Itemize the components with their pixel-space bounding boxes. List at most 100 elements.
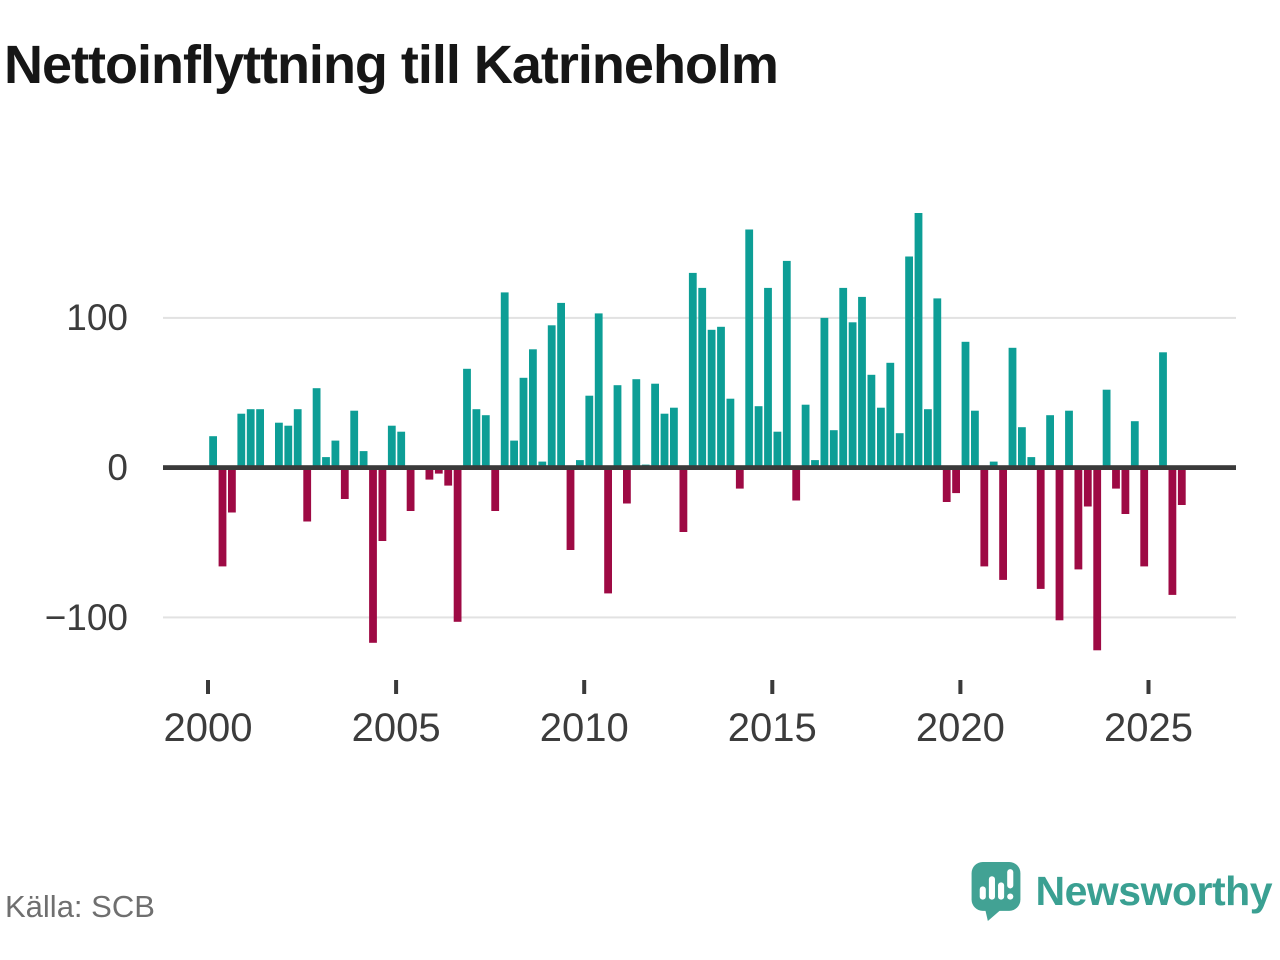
bar-2022-q3 — [1055, 467, 1064, 621]
bar-2006-q2 — [444, 467, 453, 486]
bar-2001-q2 — [256, 409, 264, 468]
bar-2011-q2 — [632, 379, 641, 468]
bar-2021-q1 — [999, 467, 1007, 580]
bar-2022-q4 — [1065, 410, 1073, 468]
bar-2015-q1 — [773, 431, 782, 468]
bar-2005-q4 — [425, 467, 434, 480]
bar-2002-q1 — [284, 425, 293, 468]
bar-2015-q2 — [782, 260, 791, 468]
bar-2024-q2 — [1121, 467, 1130, 514]
bar-2002-q2 — [293, 409, 302, 468]
bar-2022-q1 — [1036, 467, 1045, 589]
bar-2025-q3 — [1168, 467, 1177, 595]
bar-2008-q2 — [519, 377, 528, 468]
bar-2008-q1 — [510, 440, 518, 468]
bar-2001-q4 — [275, 422, 283, 468]
bar-2005-q2 — [406, 467, 415, 511]
bar-2008-q3 — [529, 349, 537, 468]
bar-2025-q2 — [1159, 352, 1167, 468]
bar-2025-q4 — [1177, 467, 1186, 505]
bar-2023-q4 — [1102, 389, 1111, 468]
x-tick-label-2015: 2015 — [728, 706, 817, 750]
bar-2007-q1 — [472, 409, 481, 468]
x-tick-2020 — [958, 680, 963, 694]
bar-2020-q4 — [989, 461, 998, 468]
bar-2003-q4 — [350, 410, 359, 468]
bar-2000-q2 — [218, 467, 227, 567]
bar-2012-q3 — [679, 467, 688, 532]
bar-2012-q4 — [688, 272, 697, 468]
bar-2008-q4 — [538, 461, 547, 468]
bar-2023-q2 — [1083, 467, 1092, 507]
bar-2014-q2 — [745, 229, 754, 468]
x-tick-2010 — [582, 680, 587, 694]
bar-2019-q4 — [952, 467, 960, 494]
x-tick-label-2020: 2020 — [916, 706, 1005, 750]
bar-2012-q2 — [670, 407, 678, 468]
bar-2007-q3 — [491, 467, 500, 511]
bar-2021-q2 — [1008, 347, 1017, 468]
bar-2003-q1 — [322, 457, 330, 468]
bar-2003-q2 — [331, 440, 340, 468]
bar-2007-q4 — [500, 292, 509, 468]
bar-2004-q2 — [369, 467, 377, 643]
bar-2021-q3 — [1018, 427, 1026, 468]
bar-2018-q3 — [905, 256, 913, 468]
x-tick-label-2000: 2000 — [164, 706, 253, 750]
x-tick-2000 — [206, 680, 210, 694]
newsworthy-brand: Newsworthy — [971, 862, 1273, 921]
bar-2017-q2 — [858, 296, 866, 468]
bar-2014-q1 — [735, 467, 744, 489]
source-note: Källa: SCB — [5, 889, 155, 924]
bar-2013-q1 — [698, 287, 707, 468]
bar-2002-q3 — [303, 467, 312, 522]
bar-2015-q4 — [801, 404, 810, 468]
bar-2015-q3 — [792, 467, 801, 501]
bar-2005-q1 — [397, 431, 406, 468]
bar-2010-q3 — [604, 467, 612, 594]
bar-2009-q3 — [566, 467, 575, 550]
y-axis-label-100: 100 — [66, 297, 128, 338]
x-tick-label-2005: 2005 — [352, 706, 441, 750]
bar-2016-q2 — [820, 317, 829, 468]
bar-2011-q1 — [623, 467, 631, 504]
bar-2013-q3 — [717, 326, 725, 468]
bar-2000-q1 — [209, 436, 217, 468]
bar-2018-q2 — [895, 433, 904, 468]
bar-2004-q1 — [359, 451, 368, 468]
bar-2002-q4 — [312, 388, 321, 468]
bar-2001-q1 — [246, 409, 255, 468]
bar-2018-q1 — [886, 362, 895, 468]
bar-2006-q1 — [434, 467, 443, 474]
bar-2024-q3 — [1130, 421, 1139, 468]
x-tick-2015 — [770, 680, 775, 694]
newsworthy-logo-icon — [971, 862, 1020, 921]
bar-2014-q3 — [754, 406, 763, 468]
y-axis-label-0: 0 — [107, 447, 128, 488]
bar-2004-q4 — [387, 425, 396, 468]
bar-2014-q4 — [764, 287, 772, 468]
bar-2017-q1 — [848, 322, 857, 468]
bar-2022-q2 — [1046, 415, 1054, 468]
bar-2019-q3 — [942, 467, 951, 502]
bar-2006-q3 — [453, 467, 462, 622]
bar-2018-q4 — [914, 213, 923, 468]
bar-2023-q3 — [1093, 467, 1102, 651]
bar-2011-q4 — [651, 383, 659, 468]
x-tick-label-2025: 2025 — [1104, 706, 1193, 750]
x-tick-label-2010: 2010 — [540, 706, 629, 750]
bar-2010-q1 — [585, 395, 594, 468]
bar-2009-q4 — [576, 460, 584, 468]
page-title: Nettoinflyttning till Katrineholm — [4, 35, 779, 95]
bar-2020-q2 — [971, 410, 979, 468]
y-axis-label-neg-100: −100 — [44, 597, 128, 638]
bar-2013-q4 — [726, 398, 735, 468]
bar-2006-q4 — [463, 368, 471, 468]
bar-2016-q3 — [829, 430, 838, 468]
bar-2016-q4 — [839, 287, 848, 468]
x-axis-line — [163, 465, 1236, 470]
bar-2024-q1 — [1112, 467, 1120, 489]
bar-2019-q2 — [933, 298, 942, 468]
newsworthy-logotype: Newsworthy — [1035, 868, 1273, 914]
